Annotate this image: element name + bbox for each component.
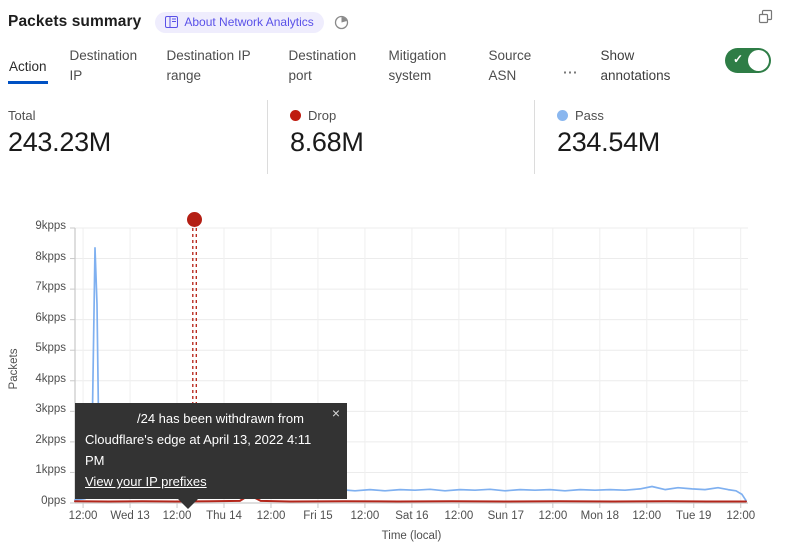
y-axis-tick-label: 4kpps xyxy=(35,372,66,385)
view-ip-prefixes-link[interactable]: View your IP prefixes xyxy=(85,474,207,489)
drop-legend-dot xyxy=(290,110,301,121)
book-icon xyxy=(165,16,179,28)
x-axis-tick-label: 12:00 xyxy=(68,510,98,522)
stat-drop: Drop 8.68M xyxy=(267,100,534,174)
dimension-tabs: Action Destination IP Destination IP ran… xyxy=(0,42,785,94)
stat-total-label: Total xyxy=(8,108,36,123)
annotation-tooltip: × /24 has been withdrawn from Cloudflare… xyxy=(75,403,347,509)
y-axis-tick-label: 6kpps xyxy=(35,311,66,324)
stat-pass-label: Pass xyxy=(575,108,604,123)
popout-button[interactable] xyxy=(755,8,775,28)
y-axis-tick-label: 1kpps xyxy=(35,464,66,477)
pass-legend-dot xyxy=(557,110,568,121)
stats-row: Total 243.23M Drop 8.68M Pass 234.54M xyxy=(0,100,785,174)
y-axis-tick-label: 3kpps xyxy=(35,403,66,416)
x-axis-tick-label: Sat 16 xyxy=(395,510,429,522)
y-axis-tick-label: 2kpps xyxy=(35,433,66,446)
x-axis-tick-label: Wed 13 xyxy=(110,510,150,522)
page-title: Packets summary xyxy=(8,13,142,30)
x-axis-tick-label: 12:00 xyxy=(538,510,568,522)
tab-source-asn[interactable]: Source ASN xyxy=(488,48,532,83)
x-axis-tick-label: 12:00 xyxy=(256,510,286,522)
check-icon: ✓ xyxy=(733,52,744,66)
x-axis-tick-label: 12:00 xyxy=(444,510,474,522)
x-axis-tick-label: Thu 14 xyxy=(206,510,242,522)
stat-pass: Pass 234.54M xyxy=(534,100,785,174)
y-axis-title: Packets xyxy=(8,348,20,390)
annotation-marker-dot[interactable] xyxy=(187,212,203,227)
x-axis-tick-label: Tue 19 xyxy=(676,510,712,522)
stat-total-value: 243.23M xyxy=(8,127,111,157)
close-icon[interactable]: × xyxy=(331,405,340,421)
y-axis-tick-label: 8kpps xyxy=(35,250,66,263)
tab-destination-ip-range[interactable]: Destination IP range xyxy=(166,48,251,83)
show-annotations-label: Show annotations xyxy=(600,48,671,83)
time-period-icon[interactable] xyxy=(334,15,349,30)
tab-action[interactable]: Action xyxy=(8,57,48,84)
x-axis-tick-label: Mon 18 xyxy=(580,510,619,522)
tab-destination-port[interactable]: Destination port xyxy=(288,48,357,83)
more-tabs-icon[interactable]: ⋯ xyxy=(562,64,579,81)
show-annotations-toggle[interactable]: ✓ xyxy=(725,48,771,73)
y-axis-tick-label: 0pps xyxy=(41,495,66,507)
badge-label: About Network Analytics xyxy=(184,15,314,29)
x-axis-tick-label: Fri 15 xyxy=(303,510,333,522)
popout-icon xyxy=(758,9,773,27)
stat-drop-value: 8.68M xyxy=(290,127,364,157)
x-axis-tick-label: Sun 17 xyxy=(487,510,525,522)
tab-mitigation-system[interactable]: Mitigation system xyxy=(388,48,447,83)
stat-total: Total 243.23M xyxy=(0,100,267,174)
x-axis-tick-label: 12:00 xyxy=(162,510,192,522)
toggle-knob xyxy=(748,50,769,71)
tooltip-line1: /24 has been withdrawn from xyxy=(137,411,304,426)
x-axis-title: Time (local) xyxy=(381,530,442,542)
y-axis-tick-label: 5kpps xyxy=(35,342,66,355)
y-axis-tick-label: 7kpps xyxy=(35,281,66,294)
tooltip-line2: Cloudflare's edge at April 13, 2022 4:11… xyxy=(85,432,312,468)
x-axis-tick-label: 12:00 xyxy=(726,510,756,522)
stat-pass-value: 234.54M xyxy=(557,127,660,157)
about-network-analytics-badge[interactable]: About Network Analytics xyxy=(155,11,324,33)
tooltip-caret xyxy=(177,498,199,509)
y-axis-tick-label: 9kpps xyxy=(35,220,66,232)
x-axis-tick-label: 12:00 xyxy=(350,510,380,522)
tab-destination-ip[interactable]: Destination IP xyxy=(69,48,138,83)
packets-time-series-chart: Packets Time (local) 0pps 1kpps 2kpps 3kpps… xyxy=(0,205,785,553)
panel-header: Packets summary About Network Analytics xyxy=(8,8,777,36)
stat-drop-label: Drop xyxy=(308,108,337,123)
x-axis-tick-label: 12:00 xyxy=(632,510,662,522)
